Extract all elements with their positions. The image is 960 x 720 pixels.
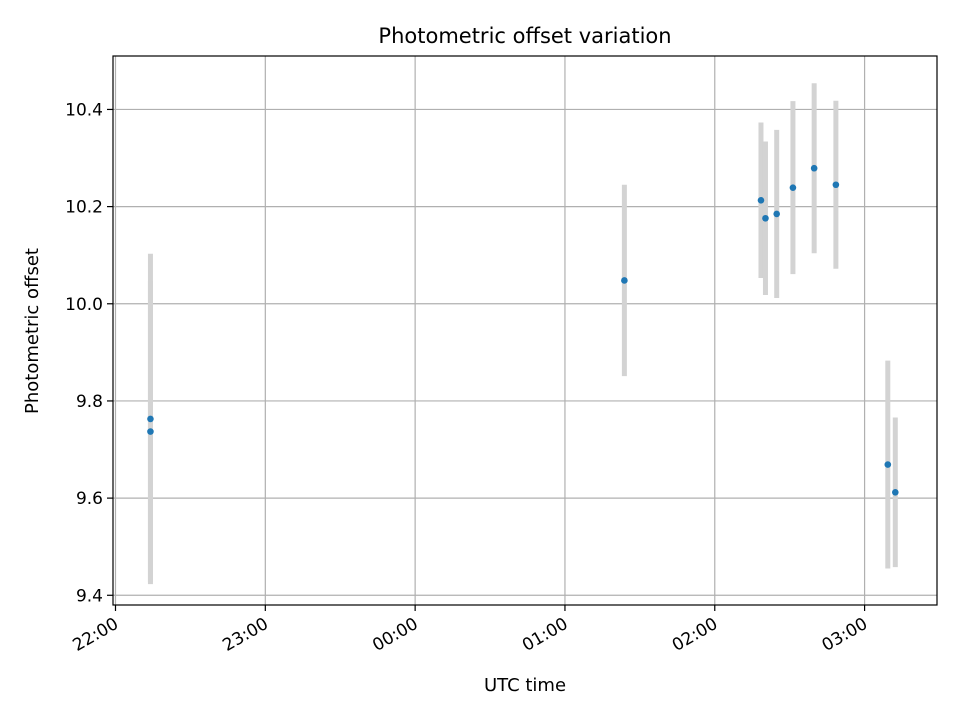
data-point <box>757 196 765 204</box>
y-tick-label: 9.4 <box>76 586 103 606</box>
x-axis-label: UTC time <box>484 675 566 696</box>
y-tick-label: 10.2 <box>65 198 103 218</box>
grid <box>113 56 937 605</box>
data-point <box>892 488 899 496</box>
data-point <box>810 164 818 172</box>
data-point <box>884 461 892 468</box>
y-tick-label: 10.0 <box>65 295 103 315</box>
data-points <box>147 164 899 496</box>
data-point <box>762 214 769 222</box>
y-tick-label: 9.6 <box>76 489 103 509</box>
data-point <box>789 184 797 191</box>
data-point <box>147 415 154 423</box>
data-point <box>621 277 628 284</box>
chart-title: Photometric offset variation <box>378 24 671 48</box>
data-point <box>773 210 780 218</box>
data-point <box>832 181 840 189</box>
y-axis-label: Photometric offset <box>22 248 43 414</box>
y-tick-label: 9.8 <box>76 392 103 412</box>
y-tick-label: 10.4 <box>65 100 103 120</box>
data-point <box>147 428 154 435</box>
plot-frame <box>112 55 938 606</box>
